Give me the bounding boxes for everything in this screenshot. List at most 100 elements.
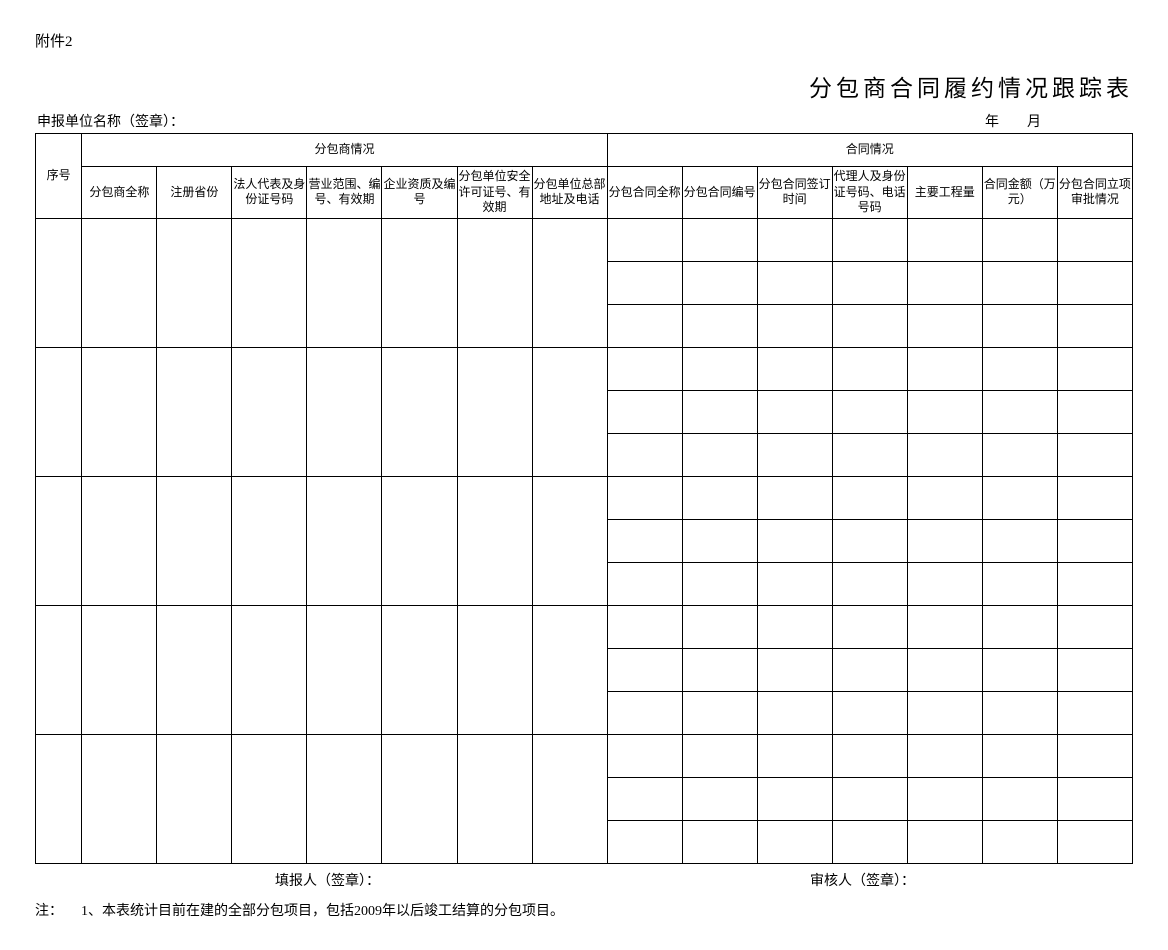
cell	[232, 347, 307, 476]
cell	[1057, 562, 1132, 605]
cell	[982, 691, 1057, 734]
th-con-2: 分包合同签订时间	[757, 167, 832, 219]
cell	[982, 734, 1057, 777]
cell	[907, 347, 982, 390]
cell	[982, 390, 1057, 433]
cell	[982, 605, 1057, 648]
cell	[682, 390, 757, 433]
cell	[607, 433, 682, 476]
cell	[382, 734, 457, 863]
cell	[607, 390, 682, 433]
cell	[607, 476, 682, 519]
cell	[307, 218, 382, 347]
cell	[832, 476, 907, 519]
th-sub-2: 法人代表及身份证号码	[232, 167, 307, 219]
th-con-4: 主要工程量	[907, 167, 982, 219]
cell	[757, 605, 832, 648]
cell	[907, 218, 982, 261]
cell	[607, 261, 682, 304]
cell	[982, 218, 1057, 261]
cell	[382, 218, 457, 347]
cell	[982, 476, 1057, 519]
cell	[682, 261, 757, 304]
cell	[532, 218, 607, 347]
cell	[757, 433, 832, 476]
cell	[757, 218, 832, 261]
th-con-5: 合同金额（万元）	[982, 167, 1057, 219]
cell	[607, 218, 682, 261]
th-sub-6: 分包单位总部地址及电话	[532, 167, 607, 219]
cell	[982, 562, 1057, 605]
cell	[1057, 476, 1132, 519]
th-sub-3: 营业范围、编号、有效期	[307, 167, 382, 219]
page-title: 分包商合同履约情况跟踪表	[35, 69, 1133, 103]
cell	[532, 476, 607, 605]
table-row	[36, 347, 1133, 390]
th-con-3: 代理人及身份证号码、电话号码	[832, 167, 907, 219]
cell	[1057, 519, 1132, 562]
cell-seq	[36, 734, 82, 863]
cell	[757, 777, 832, 820]
cell	[157, 605, 232, 734]
cell	[907, 605, 982, 648]
cell	[457, 734, 532, 863]
cell	[982, 519, 1057, 562]
cell	[832, 648, 907, 691]
cell	[832, 691, 907, 734]
cell-seq	[36, 605, 82, 734]
note-label: 注：	[35, 904, 63, 919]
cell	[1057, 218, 1132, 261]
cell	[832, 519, 907, 562]
cell	[607, 605, 682, 648]
cell	[1057, 261, 1132, 304]
cell	[82, 347, 157, 476]
cell	[682, 347, 757, 390]
cell	[982, 261, 1057, 304]
cell	[832, 261, 907, 304]
cell	[682, 648, 757, 691]
th-con-1: 分包合同编号	[682, 167, 757, 219]
cell	[757, 519, 832, 562]
cell-seq	[36, 476, 82, 605]
cell	[607, 347, 682, 390]
cell	[157, 734, 232, 863]
cell	[82, 605, 157, 734]
cell	[682, 519, 757, 562]
cell	[307, 605, 382, 734]
cell	[982, 777, 1057, 820]
cell	[1057, 691, 1132, 734]
cell	[832, 605, 907, 648]
table-row	[36, 476, 1133, 519]
month-label: 月	[1027, 115, 1041, 130]
th-seq: 序号	[36, 134, 82, 219]
cell	[832, 347, 907, 390]
cell	[907, 304, 982, 347]
cell	[382, 347, 457, 476]
cell	[757, 691, 832, 734]
cell	[757, 304, 832, 347]
cell	[832, 218, 907, 261]
cell	[682, 562, 757, 605]
cell	[907, 734, 982, 777]
cell	[982, 648, 1057, 691]
cell	[682, 691, 757, 734]
cell	[382, 605, 457, 734]
cell	[907, 691, 982, 734]
cell	[682, 304, 757, 347]
th-sub-5: 分包单位安全许可证号、有效期	[457, 167, 532, 219]
cell-seq	[36, 347, 82, 476]
cell	[682, 734, 757, 777]
reviewer-label: 审核人（签章）：	[810, 870, 915, 890]
cell	[607, 519, 682, 562]
org-name-label: 申报单位名称（签章）：	[37, 111, 184, 131]
cell	[157, 476, 232, 605]
cell	[82, 218, 157, 347]
cell	[682, 605, 757, 648]
cell	[682, 218, 757, 261]
cell	[157, 347, 232, 476]
cell	[1057, 433, 1132, 476]
cell	[307, 347, 382, 476]
cell	[982, 433, 1057, 476]
cell	[682, 476, 757, 519]
th-group-subcontractor: 分包商情况	[82, 134, 607, 167]
